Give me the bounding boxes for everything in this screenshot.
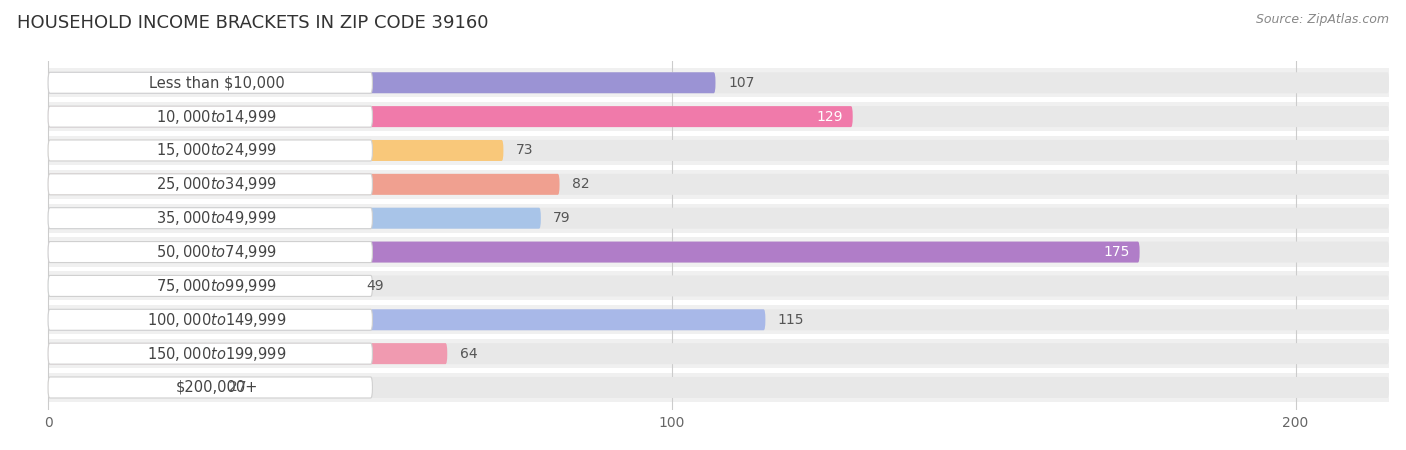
FancyBboxPatch shape xyxy=(48,377,217,398)
Text: 79: 79 xyxy=(554,211,571,225)
FancyBboxPatch shape xyxy=(48,208,373,229)
FancyBboxPatch shape xyxy=(48,102,1389,131)
Text: $50,000 to $74,999: $50,000 to $74,999 xyxy=(156,243,277,261)
Text: 175: 175 xyxy=(1104,245,1130,259)
Text: 115: 115 xyxy=(778,313,804,327)
FancyBboxPatch shape xyxy=(48,72,1389,93)
FancyBboxPatch shape xyxy=(48,377,1389,398)
Text: $100,000 to $149,999: $100,000 to $149,999 xyxy=(148,311,287,329)
FancyBboxPatch shape xyxy=(48,174,560,195)
FancyBboxPatch shape xyxy=(48,309,373,330)
FancyBboxPatch shape xyxy=(48,106,373,127)
Text: Source: ZipAtlas.com: Source: ZipAtlas.com xyxy=(1256,14,1389,27)
FancyBboxPatch shape xyxy=(48,140,1389,161)
FancyBboxPatch shape xyxy=(48,275,354,297)
FancyBboxPatch shape xyxy=(48,309,765,330)
Text: 82: 82 xyxy=(572,177,589,191)
Text: $150,000 to $199,999: $150,000 to $199,999 xyxy=(148,345,287,363)
FancyBboxPatch shape xyxy=(48,136,1389,165)
FancyBboxPatch shape xyxy=(48,242,373,262)
Text: 27: 27 xyxy=(229,381,246,395)
FancyBboxPatch shape xyxy=(48,208,541,229)
FancyBboxPatch shape xyxy=(48,140,503,161)
FancyBboxPatch shape xyxy=(48,72,716,93)
FancyBboxPatch shape xyxy=(48,140,373,161)
Text: 64: 64 xyxy=(460,346,478,360)
FancyBboxPatch shape xyxy=(48,170,1389,199)
Text: 73: 73 xyxy=(516,144,533,158)
FancyBboxPatch shape xyxy=(48,208,1389,229)
FancyBboxPatch shape xyxy=(48,271,1389,301)
Text: $200,000+: $200,000+ xyxy=(176,380,257,395)
FancyBboxPatch shape xyxy=(48,343,373,364)
FancyBboxPatch shape xyxy=(48,343,447,364)
Text: $35,000 to $49,999: $35,000 to $49,999 xyxy=(156,209,277,227)
FancyBboxPatch shape xyxy=(48,343,1389,364)
FancyBboxPatch shape xyxy=(48,72,373,93)
FancyBboxPatch shape xyxy=(48,106,1389,127)
Text: Less than $10,000: Less than $10,000 xyxy=(149,75,284,90)
FancyBboxPatch shape xyxy=(48,309,1389,330)
FancyBboxPatch shape xyxy=(48,174,373,195)
FancyBboxPatch shape xyxy=(48,339,1389,368)
FancyBboxPatch shape xyxy=(48,373,1389,402)
Text: $25,000 to $34,999: $25,000 to $34,999 xyxy=(156,176,277,194)
FancyBboxPatch shape xyxy=(48,242,1140,262)
Text: HOUSEHOLD INCOME BRACKETS IN ZIP CODE 39160: HOUSEHOLD INCOME BRACKETS IN ZIP CODE 39… xyxy=(17,14,488,32)
Text: $75,000 to $99,999: $75,000 to $99,999 xyxy=(156,277,277,295)
FancyBboxPatch shape xyxy=(48,106,852,127)
Text: $15,000 to $24,999: $15,000 to $24,999 xyxy=(156,141,277,159)
FancyBboxPatch shape xyxy=(48,275,1389,297)
FancyBboxPatch shape xyxy=(48,174,1389,195)
FancyBboxPatch shape xyxy=(48,305,1389,334)
Text: 129: 129 xyxy=(817,110,844,124)
FancyBboxPatch shape xyxy=(48,204,1389,233)
Text: 107: 107 xyxy=(728,76,755,90)
FancyBboxPatch shape xyxy=(48,68,1389,97)
Text: 49: 49 xyxy=(366,279,384,293)
FancyBboxPatch shape xyxy=(48,275,373,297)
FancyBboxPatch shape xyxy=(48,242,1389,262)
Text: $10,000 to $14,999: $10,000 to $14,999 xyxy=(156,108,277,126)
FancyBboxPatch shape xyxy=(48,238,1389,266)
FancyBboxPatch shape xyxy=(48,377,373,398)
